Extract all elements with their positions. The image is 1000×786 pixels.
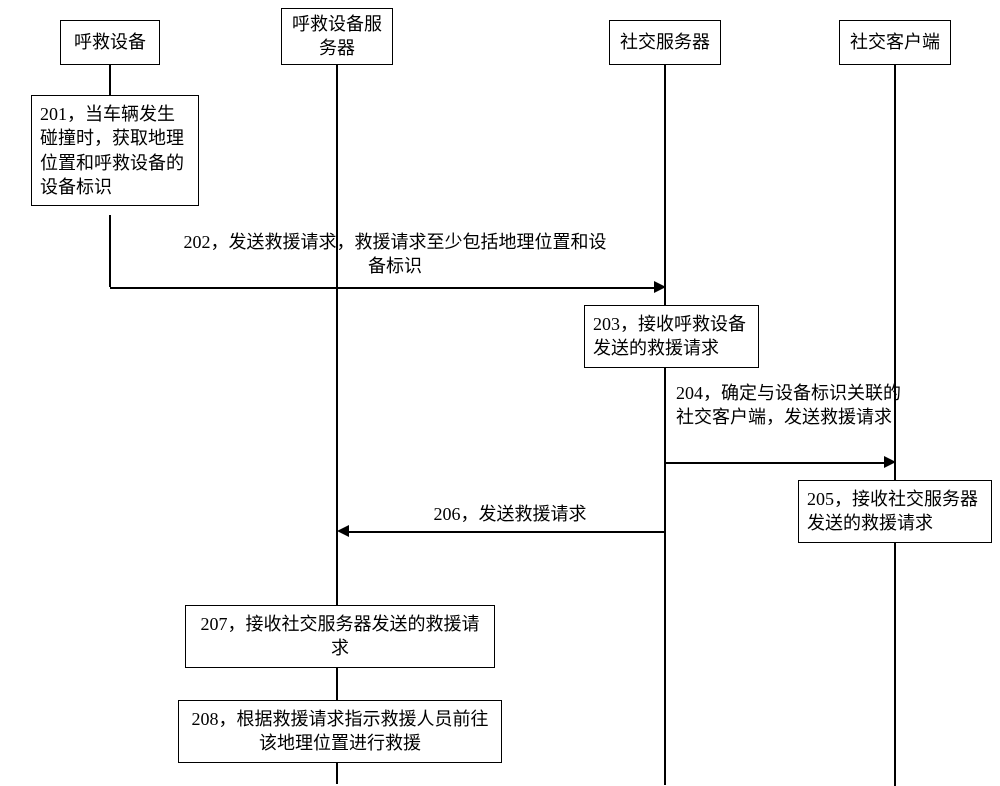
step-206-label: 206，发送救援请求 [400,502,620,526]
participant-device-server: 呼救设备服 务器 [281,8,393,65]
participant-label: 社交客户端 [850,31,940,54]
lifeline-social-client [894,541,896,786]
participant-label: 呼救设备 [74,31,146,54]
participant-rescue-device: 呼救设备 [60,20,160,65]
participant-label: 呼救设备服 务器 [292,13,382,60]
step-205-box: 205，接收社交服务器发送的救援请求 [798,480,992,543]
step-label: 207，接收社交服务器发送的救援请求 [201,614,480,658]
lifeline-rescue-device [109,65,111,95]
step-204-label: 204，确定与设备标识关联的社交客户端，发送救援请求 [676,381,906,430]
step-201-box: 201，当车辆发生碰撞时，获取地理位置和呼救设备的设备标识 [31,95,199,206]
step-207-box: 207，接收社交服务器发送的救援请求 [185,605,495,668]
arrow-202-head [654,281,666,293]
arrow-202 [110,287,654,289]
lifeline-device-server [336,760,338,784]
arrow-206-head [337,525,349,537]
step-208-box: 208，根据救援请求指示救援人员前往该地理位置进行救援 [178,700,502,763]
arrow-204-head [884,456,896,468]
step-label: 201，当车辆发生碰撞时，获取地理位置和呼救设备的设备标识 [40,104,184,197]
step-label: 203，接收呼救设备发送的救援请求 [593,314,746,358]
step-text: 202，发送救援请求，救援请求至少包括地理位置和设备标识 [184,232,607,276]
participant-social-client: 社交客户端 [839,20,951,65]
step-label: 208，根据救援请求指示救援人员前往该地理位置进行救援 [192,709,489,753]
step-text: 204，确定与设备标识关联的社交客户端，发送救援请求 [676,383,901,427]
lifeline-social-server [664,365,666,785]
arrow-206 [349,531,665,533]
participant-label: 社交服务器 [620,31,710,54]
step-label: 205，接收社交服务器发送的救援请求 [807,489,978,533]
participant-social-server: 社交服务器 [609,20,721,65]
lifeline-device-server [336,665,338,700]
step-203-box: 203，接收呼救设备发送的救援请求 [584,305,759,368]
step-text: 206，发送救援请求 [434,504,587,524]
arrow-204 [665,462,884,464]
lifeline-rescue-device [109,215,111,287]
lifeline-device-server [336,65,338,605]
step-202-label: 202，发送救援请求，救援请求至少包括地理位置和设备标识 [175,230,615,279]
lifeline-social-server [664,65,666,305]
